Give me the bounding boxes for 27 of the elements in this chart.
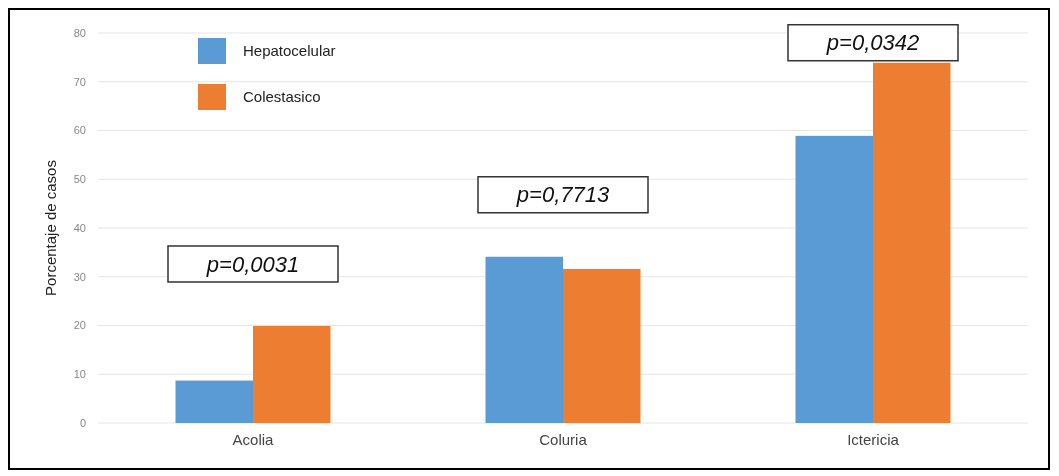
p-value-box: p=0,0031 [167, 245, 339, 283]
annotation: p=0,7713 [515, 182, 610, 208]
y-tick-label: 50 [73, 173, 86, 186]
bar [563, 268, 641, 423]
annotation: p=0,0031 [205, 251, 300, 277]
annotation: p=0,0342 [825, 30, 920, 56]
y-tick-label: 40 [73, 221, 86, 234]
p-value-box: p=0,0342 [787, 24, 959, 62]
legend-label: Colestasico [243, 88, 321, 106]
x-tick-label: Ictericia [847, 431, 900, 448]
bar [873, 62, 951, 423]
y-tick-label: 0 [79, 416, 86, 429]
x-tick-label: Coluria [539, 431, 588, 448]
y-tick-label: 10 [73, 368, 86, 381]
p-value-box: p=0,7713 [477, 176, 649, 214]
y-tick-label: 80 [73, 26, 86, 39]
bar [485, 256, 563, 423]
y-tick-label: 60 [73, 124, 86, 137]
y-tick-label: 70 [73, 75, 86, 88]
y-tick-label: 30 [73, 270, 86, 283]
bar [795, 135, 873, 423]
y-axis-title: Porcentaje de casos [42, 160, 59, 296]
bar [175, 380, 253, 423]
x-tick-label: Acolia [232, 431, 275, 448]
legend-label: Hepatocelular [243, 42, 336, 60]
bar [253, 325, 331, 423]
y-tick-label: 20 [73, 319, 86, 332]
